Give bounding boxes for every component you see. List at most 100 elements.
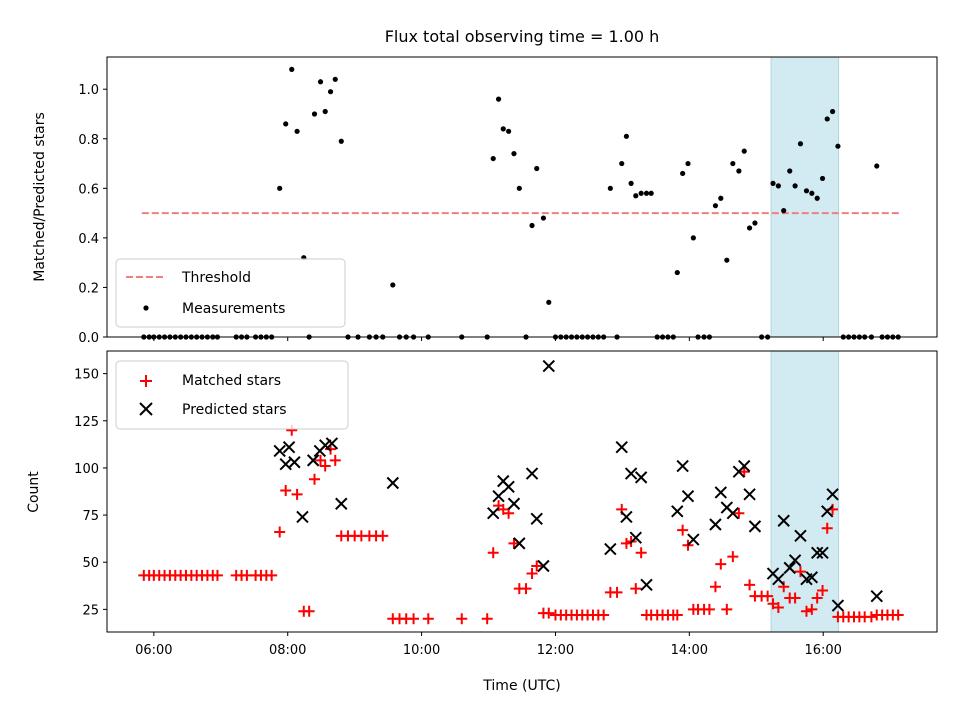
measurement-point xyxy=(824,116,830,122)
matched-point xyxy=(733,507,745,519)
matched-point xyxy=(800,605,812,617)
predicted-point xyxy=(748,520,762,533)
measurement-point xyxy=(730,160,736,167)
measurement-point xyxy=(317,79,324,85)
matched-point xyxy=(520,583,532,595)
matched-point xyxy=(319,460,331,472)
matched-point xyxy=(630,583,642,595)
measurement-point xyxy=(623,133,630,139)
measurement-point xyxy=(283,121,289,127)
measurement-point xyxy=(506,128,512,134)
top-y-tick-label: 0.8 xyxy=(78,133,99,148)
predicted-point xyxy=(492,490,505,503)
measurement-point xyxy=(289,66,295,72)
x-tick-label: 08:00 xyxy=(269,643,306,658)
measurement-point xyxy=(752,220,758,226)
measurement-point xyxy=(797,141,804,147)
chart-title: Flux total observing time = 1.00 h xyxy=(385,27,660,46)
measurement-point xyxy=(835,143,841,149)
predicted-point xyxy=(821,505,834,518)
predicted-stars-series xyxy=(273,359,883,612)
top-y-tick-label: 0.4 xyxy=(78,232,99,247)
measurement-point xyxy=(781,208,787,214)
predicted-point xyxy=(870,589,883,603)
predicted-point xyxy=(634,471,648,484)
matched-point xyxy=(531,560,543,572)
predicted-point xyxy=(810,546,824,559)
top-legend: Threshold Measurements xyxy=(115,258,346,328)
top-y-axis-label: Matched/Predicted stars xyxy=(32,112,48,282)
measurement-point xyxy=(643,190,650,196)
predicted-point xyxy=(709,518,722,531)
matched-point xyxy=(291,488,303,500)
matched-point xyxy=(703,603,715,615)
matched-point xyxy=(408,613,420,625)
predicted-point xyxy=(288,456,301,469)
matched-point xyxy=(778,581,790,593)
predicted-point xyxy=(502,480,515,493)
measurement-point xyxy=(322,108,328,115)
matched-point xyxy=(377,530,389,542)
matched-point xyxy=(865,611,877,623)
predicted-point xyxy=(681,490,695,503)
predicted-point xyxy=(777,514,790,527)
predicted-point xyxy=(525,467,539,480)
measurement-point xyxy=(332,76,338,82)
matched-point xyxy=(744,579,756,591)
x-tick-label: 14:00 xyxy=(671,643,708,658)
legend-predicted-label: Predicted stars xyxy=(182,402,287,418)
predicted-point xyxy=(831,599,845,612)
matched-point xyxy=(526,568,538,580)
measurement-point xyxy=(787,168,793,174)
predicted-point xyxy=(542,359,555,373)
measurement-point xyxy=(792,183,798,189)
bottom-y-tick-label: 100 xyxy=(74,462,99,477)
matched-point xyxy=(635,547,647,559)
measurement-point xyxy=(770,180,776,186)
measurement-point xyxy=(277,185,283,191)
legend-matched-swatch xyxy=(140,375,152,387)
matched-point xyxy=(266,569,278,581)
measurement-point xyxy=(546,299,552,305)
measurement-point xyxy=(712,203,719,209)
matched-point xyxy=(709,581,721,593)
predicted-point xyxy=(604,542,617,556)
measurement-point xyxy=(685,160,691,167)
measurement-point xyxy=(500,126,506,132)
predicted-point xyxy=(671,505,684,518)
measurement-point xyxy=(680,170,686,177)
x-tick-label: 06:00 xyxy=(135,643,172,658)
top-legend-box xyxy=(115,258,346,328)
measurement-point xyxy=(390,282,396,288)
measurement-point xyxy=(490,155,496,162)
bottom-y-axis-label: Count xyxy=(26,471,42,513)
legend-measurements-label: Measurements xyxy=(182,301,285,317)
predicted-point xyxy=(738,459,751,473)
bottom-panel: 06:00 08:00 10:00 12:00 14:00 16:00 25 50 75 100 1… xyxy=(26,350,938,694)
measurement-point xyxy=(874,163,880,169)
legend-measurements-swatch xyxy=(143,305,149,311)
measurement-point xyxy=(529,222,535,229)
predicted-point xyxy=(513,537,526,550)
measurement-point xyxy=(741,148,747,154)
predicted-point xyxy=(788,554,802,567)
measurement-point xyxy=(746,225,753,231)
predicted-point xyxy=(507,497,521,510)
measurement-point xyxy=(829,108,836,115)
measurement-point xyxy=(690,235,696,241)
measurement-point xyxy=(495,96,502,102)
predicted-point xyxy=(615,440,628,454)
matched-point xyxy=(543,607,555,619)
matched-point xyxy=(738,466,750,478)
matched-point xyxy=(682,539,694,551)
matched-point xyxy=(487,547,499,559)
predicted-point xyxy=(743,488,756,501)
matched-point xyxy=(811,592,823,604)
predicted-point xyxy=(726,506,740,520)
matched-point xyxy=(794,566,806,578)
measurement-point xyxy=(327,89,334,95)
predicted-point xyxy=(816,546,829,559)
x-tick-label: 10:00 xyxy=(403,643,440,658)
bottom-y-tick-label: 75 xyxy=(82,509,99,524)
predicted-point xyxy=(282,440,296,454)
